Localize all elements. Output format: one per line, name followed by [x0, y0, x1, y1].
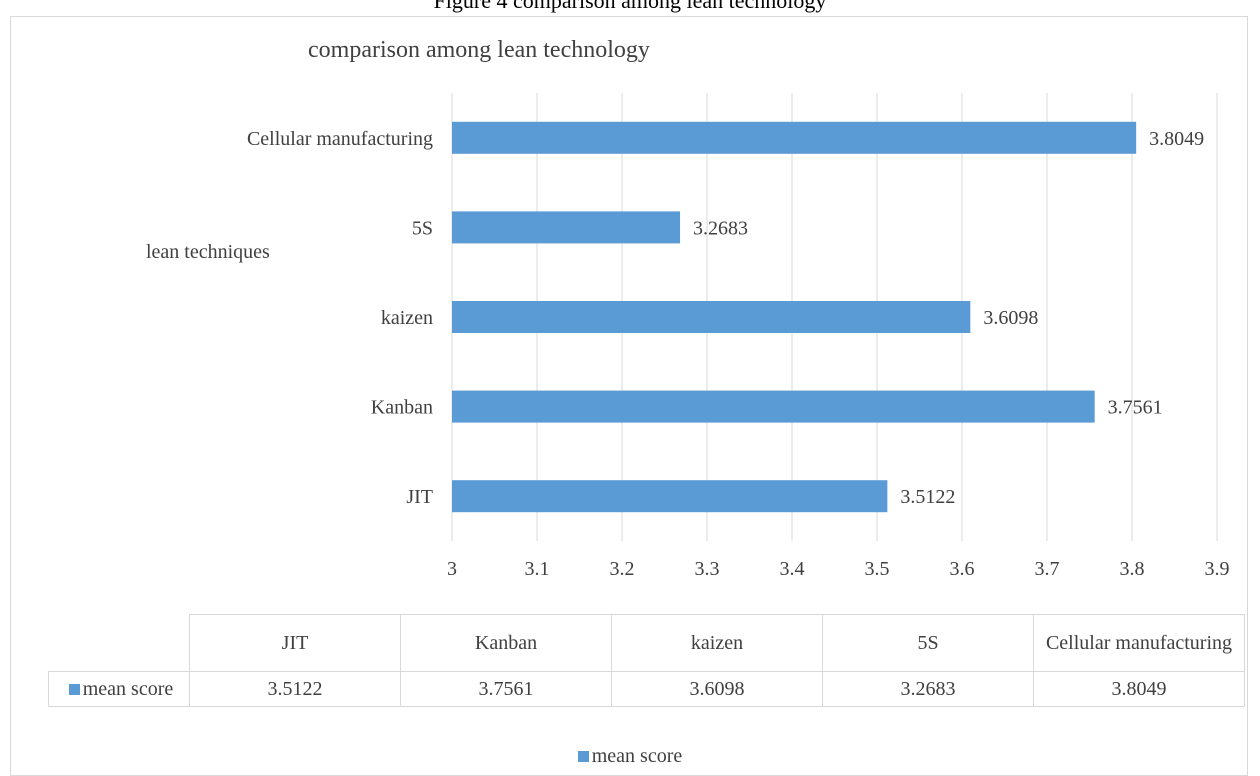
data-label: 3.8049: [1149, 128, 1204, 150]
data-label: 3.2683: [693, 217, 748, 239]
series-swatch-icon: [68, 683, 80, 695]
data-table-series-label: mean score: [82, 677, 174, 700]
data-table-header: Cellular manufacturing: [1033, 614, 1245, 672]
category-label: kaizen: [381, 307, 433, 329]
bar: [452, 211, 681, 244]
data-table-value: 3.2683: [822, 671, 1034, 707]
data-table: JIT Kanban kaizen 5S Cellular manufactur…: [48, 614, 1245, 707]
chart-title: comparison among lean technology: [308, 37, 650, 63]
data-table-header: Kanban: [400, 614, 612, 672]
bar-chart: comparison among lean technology lean te…: [146, 37, 1230, 580]
data-table-header: 5S: [822, 614, 1034, 672]
category-label: Kanban: [371, 397, 433, 419]
bar: [452, 301, 971, 333]
data-table-series-cell: mean score: [48, 671, 190, 707]
bar: [452, 390, 1095, 423]
data-table-value: 3.5122: [189, 671, 401, 707]
x-tick-labels: 3 3.1 3.2 3.3 3.4 3.5 3.6 3.7 3.8 3.9: [447, 558, 1230, 580]
legend: mean score: [11, 745, 1249, 768]
data-table-value: 3.6098: [611, 671, 823, 707]
data-table-value: 3.7561: [400, 671, 612, 707]
figure-caption: Figure 4 comparison among lean technolog…: [0, 0, 1260, 16]
figure-caption-text: Figure 4 comparison among lean technolog…: [433, 0, 827, 13]
x-tick-label: 3.4: [780, 558, 805, 580]
data-table-header: JIT: [189, 614, 401, 672]
legend-label: mean score: [591, 745, 683, 767]
data-table-header-row: JIT Kanban kaizen 5S Cellular manufactur…: [48, 614, 1245, 672]
x-tick-label: 3.3: [695, 558, 720, 580]
data-label: 3.7561: [1108, 397, 1163, 419]
data-table-header: kaizen: [611, 614, 823, 672]
bars: [452, 121, 1137, 513]
legend-swatch-icon: [577, 751, 589, 762]
x-tick-label: 3.1: [525, 558, 550, 580]
bar: [452, 121, 1137, 154]
category-labels: JIT Kanban kaizen 5S Cellular manufacturing: [247, 128, 433, 508]
data-label: 3.5122: [900, 486, 955, 508]
x-tick-label: 3.6: [950, 558, 975, 580]
category-label: JIT: [406, 486, 433, 508]
data-table-corner: [48, 614, 190, 672]
bar: [452, 480, 888, 513]
data-table-value: 3.8049: [1033, 671, 1245, 707]
x-tick-label: 3.2: [610, 558, 635, 580]
category-label: 5S: [412, 217, 433, 239]
x-tick-label: 3: [447, 558, 457, 580]
data-label: 3.6098: [983, 307, 1038, 329]
x-tick-label: 3.9: [1205, 558, 1230, 580]
chart-area: comparison among lean technology lean te…: [10, 16, 1248, 776]
x-tick-label: 3.7: [1035, 558, 1060, 580]
data-labels: 3.5122 3.7561 3.6098 3.2683 3.8049: [693, 128, 1204, 508]
category-label: Cellular manufacturing: [247, 128, 433, 150]
x-tick-label: 3.8: [1120, 558, 1145, 580]
y-axis-title: lean techniques: [146, 241, 270, 263]
data-table-value-row: mean score 3.5122 3.7561 3.6098 3.2683 3…: [48, 671, 1245, 707]
x-tick-label: 3.5: [865, 558, 890, 580]
